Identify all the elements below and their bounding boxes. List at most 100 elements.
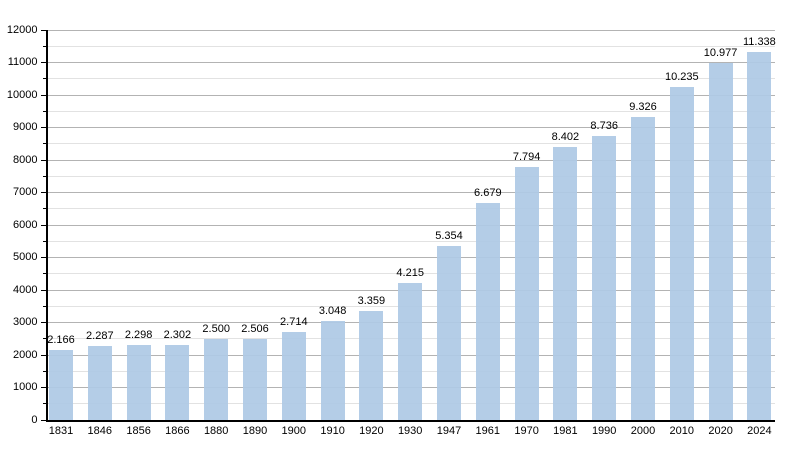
gridline-major <box>47 192 775 193</box>
bar <box>514 166 539 420</box>
gridline-major <box>47 159 775 161</box>
x-tick-label: 2020 <box>708 425 733 437</box>
bar-value-label: 2.287 <box>86 329 114 342</box>
x-axis-line <box>46 420 775 422</box>
bar-value-label: 8.736 <box>590 120 618 133</box>
gridline-minor <box>47 110 775 112</box>
bar <box>631 116 655 420</box>
y-tick-label: 4000 <box>13 283 38 296</box>
y-tick-label: 12000 <box>6 23 38 36</box>
bar <box>49 349 73 420</box>
bar-value-label: 3.048 <box>318 304 347 317</box>
y-major-tick <box>41 94 46 96</box>
x-tick-label: 1981 <box>553 425 578 437</box>
y-major-tick <box>41 354 46 356</box>
gridline-minor <box>47 175 775 177</box>
x-tick-label: 2010 <box>669 425 695 437</box>
y-major-tick <box>41 289 46 291</box>
bar <box>669 87 694 420</box>
gridline-major <box>47 127 775 128</box>
x-tick-label: 1831 <box>48 425 74 437</box>
bar <box>126 345 151 420</box>
x-tick-label: 1900 <box>281 425 307 437</box>
x-tick-label: 1970 <box>514 425 539 437</box>
y-minor-tick <box>43 208 46 210</box>
y-tick-label: 0 <box>31 413 38 426</box>
y-major-tick <box>41 419 46 421</box>
y-tick-label: 7000 <box>13 186 38 198</box>
x-tick-label: 2024 <box>747 425 772 437</box>
bar <box>204 338 229 420</box>
gridline-major <box>47 224 775 226</box>
bar <box>708 63 733 420</box>
gridline-major <box>47 257 775 258</box>
y-minor-tick <box>43 403 46 405</box>
bar <box>437 245 461 420</box>
bar-value-label: 2.166 <box>47 333 75 346</box>
y-axis-line <box>46 29 48 422</box>
bar-value-label: 10.977 <box>703 47 738 60</box>
y-minor-tick <box>43 78 46 80</box>
x-tick-label: 1880 <box>203 425 229 437</box>
gridline-minor <box>47 78 775 80</box>
y-minor-tick <box>43 305 46 307</box>
x-tick-label: 1856 <box>126 425 151 437</box>
y-major-tick <box>41 62 46 63</box>
bar <box>398 283 423 420</box>
y-minor-tick <box>43 143 46 145</box>
bar-value-label: 10.235 <box>664 71 699 84</box>
y-tick-label: 10000 <box>6 88 38 101</box>
bar-value-label: 5.354 <box>435 229 463 242</box>
y-tick-label: 3000 <box>13 316 38 328</box>
bar <box>281 331 306 420</box>
y-major-tick <box>41 192 46 193</box>
bar <box>553 146 578 420</box>
gridline-minor <box>47 45 775 47</box>
x-tick-label: 2000 <box>630 425 656 437</box>
y-tick-label: 2000 <box>13 348 38 361</box>
x-tick-label: 1846 <box>87 425 113 437</box>
x-tick-label: 1890 <box>242 425 268 437</box>
bar <box>320 320 345 420</box>
gridline-major <box>47 94 775 96</box>
gridline-major <box>47 62 775 63</box>
y-major-tick <box>41 224 46 226</box>
x-tick-label: 1990 <box>591 425 617 437</box>
bar-value-label: 2.500 <box>202 322 230 335</box>
gridline-minor <box>47 208 775 210</box>
x-tick-label: 1866 <box>165 425 190 437</box>
y-minor-tick <box>43 240 46 242</box>
x-tick-label: 1930 <box>397 425 423 437</box>
bar <box>475 202 500 420</box>
x-tick-label: 1910 <box>320 425 345 437</box>
gridline-minor <box>47 143 775 145</box>
x-tick-label: 1920 <box>359 425 384 437</box>
y-major-tick <box>41 322 46 323</box>
bar-value-label: 2.506 <box>241 322 269 335</box>
y-tick-label: 9000 <box>13 121 38 133</box>
bar-value-label: 2.714 <box>280 315 308 328</box>
bar-value-label: 9.326 <box>629 100 657 113</box>
bar <box>243 338 267 420</box>
bar <box>87 345 112 420</box>
bar <box>592 136 617 420</box>
y-minor-tick <box>43 273 46 275</box>
bar <box>747 51 772 420</box>
bar-value-label: 6.679 <box>474 186 502 199</box>
bar-value-label: 11.338 <box>742 35 776 48</box>
bar-value-label: 4.215 <box>396 267 424 279</box>
bar-value-label: 2.302 <box>163 329 192 342</box>
bar-value-label: 2.298 <box>124 329 153 342</box>
bar-value-label: 8.402 <box>551 130 580 143</box>
bar-value-label: 3.359 <box>357 294 386 307</box>
gridline-minor <box>47 273 775 275</box>
y-tick-label: 6000 <box>13 218 38 231</box>
gridline-major <box>47 29 775 31</box>
y-minor-tick <box>43 45 46 47</box>
y-tick-label: 5000 <box>13 251 38 263</box>
gridline-minor <box>47 240 775 242</box>
y-minor-tick <box>43 370 46 372</box>
x-tick-label: 1961 <box>475 425 501 437</box>
